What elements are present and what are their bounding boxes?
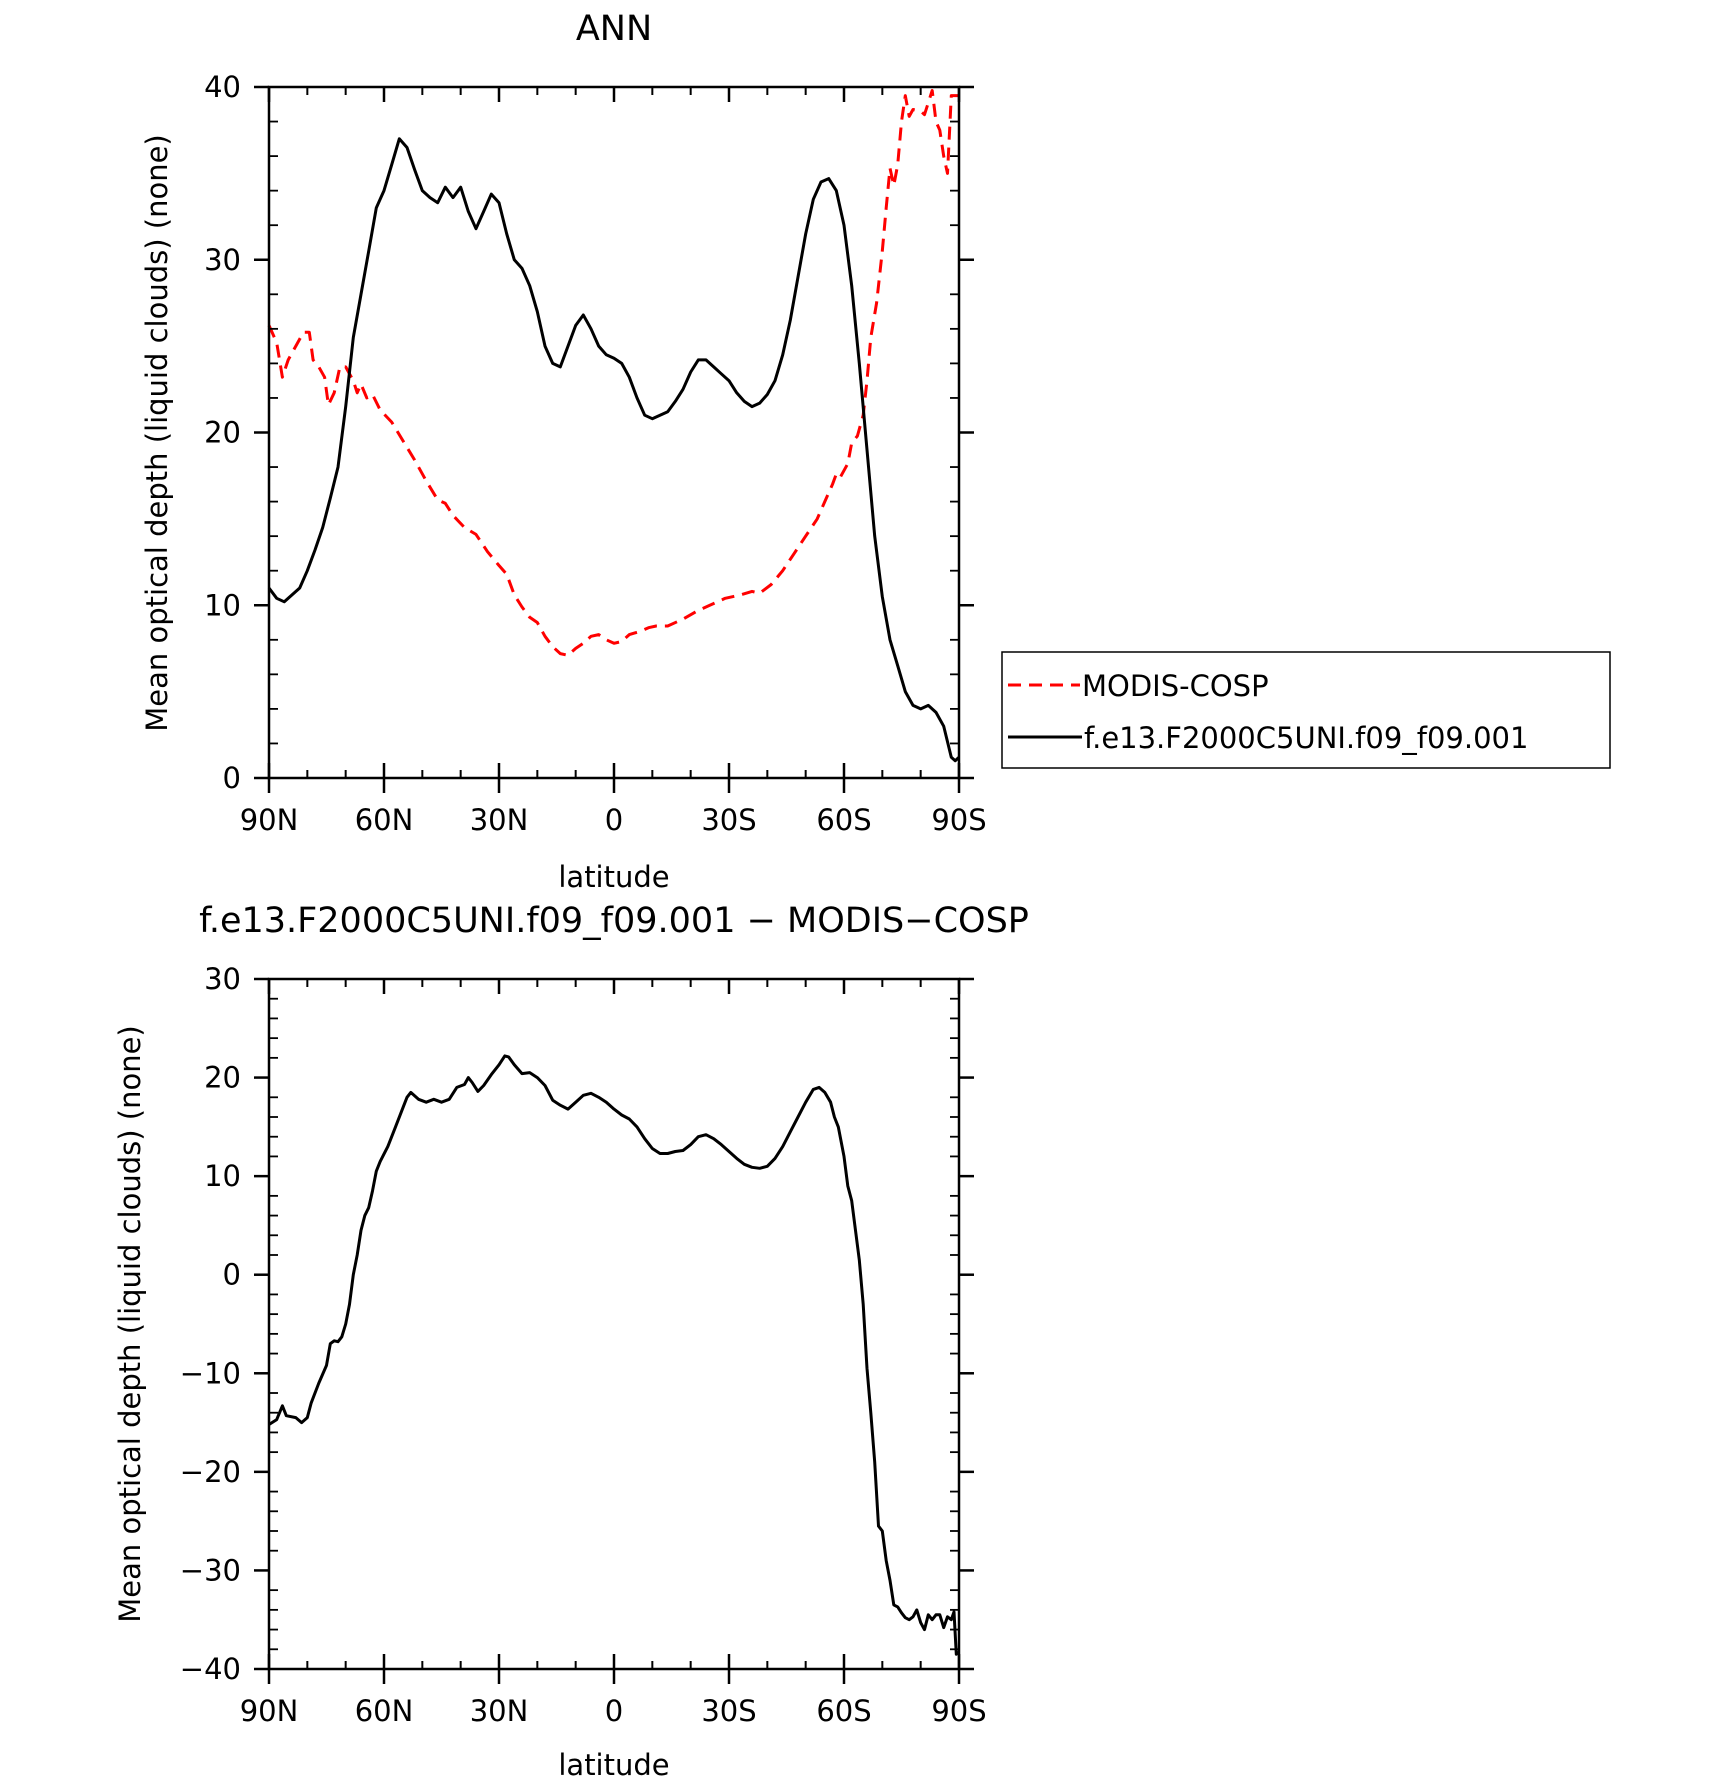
top-x-axis-title: latitude [558,860,669,894]
bottom-x-tick-label: 90S [931,1694,986,1728]
bottom-y-axis-title: Mean optical depth (liquid clouds) (none… [113,1025,147,1622]
bottom-x-tick-label: 30N [470,1694,529,1728]
top-y-axis-title: Mean optical depth (liquid clouds) (none… [140,134,174,731]
top-ticks-layer [254,85,974,793]
top-panel: ANN 90N 60N 30N 0 30S 60S 90S 0 10 20 30 40 latitud… [140,9,1611,894]
bottom-x-tick-label: 60N [355,1694,414,1728]
top-plot-area: 90N 60N 30N 0 30S 60S 90S 0 10 20 30 40 [204,70,987,837]
bottom-y-tick-label: 20 [204,1061,241,1095]
bottom-panel: f.e13.F2000C5UNI.f09_f09.001 − MODIS−COS… [113,901,1029,1777]
bottom-y-tick-label: −20 [180,1455,241,1489]
top-x-tick-label: 30N [470,803,529,837]
bottom-x-tick-label: 30S [701,1694,756,1728]
bottom-x-tick-label: 90N [240,1694,299,1728]
bottom-y-tick-label: −40 [180,1652,241,1686]
top-y-tick-label: 30 [204,243,241,277]
bottom-y-tick-label: 30 [204,962,241,996]
top-legend: MODIS-COSP f.e13.F2000C5UNI.f09_f09.001 [1001,651,1611,769]
bottom-series-line-0 [268,1054,960,1656]
bottom-x-tick-label: 60S [816,1694,871,1728]
bottom-series-layer [268,1054,960,1656]
legend-label-modis-cosp: MODIS-COSP [1082,669,1269,703]
top-x-tick-label: 60S [816,803,871,837]
bottom-y-tick-label: 10 [204,1159,241,1193]
bottom-ticks-layer [254,977,974,1684]
bottom-x-axis-title: latitude [558,1748,669,1777]
top-y-tick-label: 10 [204,588,241,622]
bottom-plot-frame [267,977,961,1671]
top-series-layer [267,89,961,763]
top-x-tick-label: 0 [605,803,623,837]
top-ticklabels-layer: 90N 60N 30N 0 30S 60S 90S 0 10 20 30 40 [204,70,987,837]
top-x-tick-label: 90N [240,803,299,837]
top-plot-title: ANN [576,9,652,49]
top-x-tick-label: 60N [355,803,414,837]
top-series-line-0 [267,89,959,657]
top-y-tick-label: 20 [204,416,241,450]
top-y-tick-label: 0 [223,761,241,795]
top-series-line-1 [267,137,961,763]
bottom-ticklabels-layer: 90N 60N 30N 0 30S 60S 90S −40 −30 −20 −10 0 10 20 30 [180,962,987,1728]
top-x-tick-label: 30S [701,803,756,837]
top-plot-frame [267,85,961,780]
bottom-plot-title: f.e13.F2000C5UNI.f09_f09.001 − MODIS−COS… [199,901,1029,941]
bottom-y-tick-label: −10 [180,1356,241,1390]
bottom-y-tick-label: −30 [180,1553,241,1587]
top-y-tick-label: 40 [204,70,241,104]
top-x-tick-label: 90S [931,803,986,837]
legend-frame [1001,651,1611,769]
legend-label-model: f.e13.F2000C5UNI.f09_f09.001 [1084,721,1528,755]
bottom-x-tick-label: 0 [605,1694,623,1728]
bottom-plot-area: 90N 60N 30N 0 30S 60S 90S −40 −30 −20 −10 0 10 20 30 [180,962,987,1728]
bottom-y-tick-label: 0 [223,1258,241,1292]
